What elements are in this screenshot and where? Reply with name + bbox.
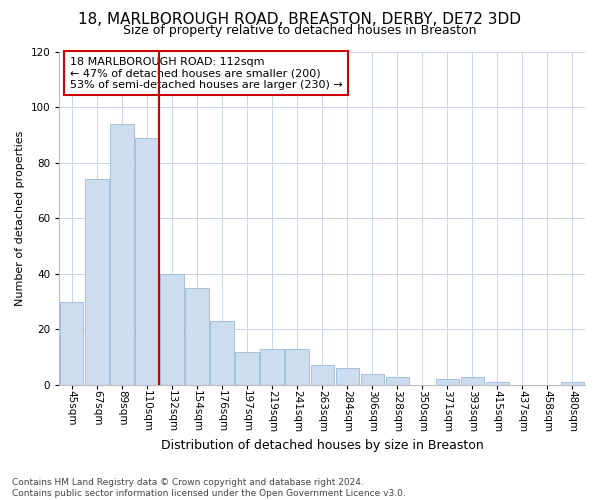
Text: Size of property relative to detached houses in Breaston: Size of property relative to detached ho…: [123, 24, 477, 37]
Bar: [235, 352, 259, 385]
Bar: [110, 124, 134, 385]
Bar: [260, 349, 284, 385]
Bar: [185, 288, 209, 385]
Bar: [136, 138, 158, 385]
Bar: [461, 376, 484, 385]
Text: Contains HM Land Registry data © Crown copyright and database right 2024.
Contai: Contains HM Land Registry data © Crown c…: [12, 478, 406, 498]
Text: 18 MARLBOROUGH ROAD: 112sqm
← 47% of detached houses are smaller (200)
53% of se: 18 MARLBOROUGH ROAD: 112sqm ← 47% of det…: [70, 56, 343, 90]
Bar: [60, 302, 83, 385]
Bar: [361, 374, 384, 385]
Bar: [335, 368, 359, 385]
Bar: [561, 382, 584, 385]
Bar: [436, 380, 459, 385]
Bar: [160, 274, 184, 385]
Text: 18, MARLBOROUGH ROAD, BREASTON, DERBY, DE72 3DD: 18, MARLBOROUGH ROAD, BREASTON, DERBY, D…: [79, 12, 521, 28]
Bar: [211, 321, 233, 385]
Bar: [386, 376, 409, 385]
Bar: [311, 366, 334, 385]
Bar: [85, 180, 109, 385]
Bar: [486, 382, 509, 385]
X-axis label: Distribution of detached houses by size in Breaston: Distribution of detached houses by size …: [161, 440, 484, 452]
Bar: [286, 349, 309, 385]
Y-axis label: Number of detached properties: Number of detached properties: [15, 130, 25, 306]
